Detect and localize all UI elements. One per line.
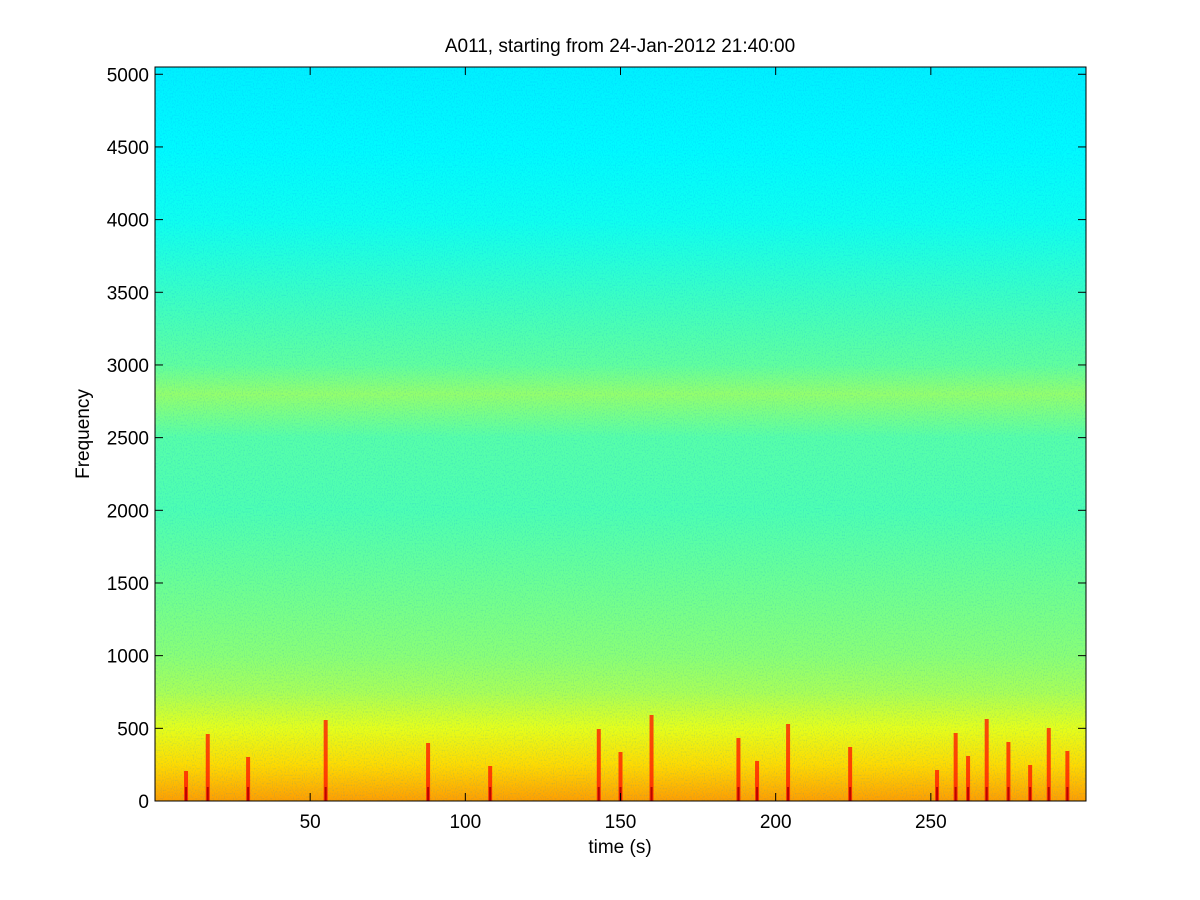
- burst-mark: [848, 747, 853, 801]
- spectrogram-speckle: [155, 67, 1086, 801]
- y-tick-label: 2500: [107, 429, 149, 450]
- burst-mark: [953, 733, 958, 801]
- y-tick-label: 3500: [107, 283, 149, 304]
- x-tick-label: 150: [605, 812, 637, 833]
- y-tick-label: 5000: [107, 65, 149, 86]
- burst-mark: [755, 761, 760, 801]
- burst-core: [967, 787, 970, 801]
- burst-core: [489, 787, 492, 801]
- burst-mark: [426, 743, 431, 801]
- y-tick-label: 2000: [107, 501, 149, 522]
- burst-core: [597, 787, 600, 801]
- y-tick-label: 4500: [107, 138, 149, 159]
- y-tick-label: 0: [138, 792, 149, 813]
- y-tick-label: 3000: [107, 356, 149, 377]
- burst-core: [427, 787, 430, 801]
- burst-core: [787, 787, 790, 801]
- x-tick-label: 100: [449, 812, 481, 833]
- burst-core: [954, 787, 957, 801]
- burst-mark: [966, 756, 971, 801]
- burst-core: [1029, 787, 1032, 801]
- burst-mark: [246, 757, 251, 801]
- y-axis-label: Frequency: [73, 389, 94, 479]
- burst-core: [1066, 787, 1069, 801]
- burst-core: [936, 787, 939, 801]
- burst-mark: [1065, 751, 1070, 801]
- y-tick-label: 500: [117, 719, 149, 740]
- burst-mark: [1046, 728, 1051, 801]
- y-tick-label: 4000: [107, 211, 149, 232]
- burst-mark: [984, 719, 989, 801]
- y-axis: 0 500 1000 1500 2000 2500 3000 3500 4000 4500 5000: [107, 65, 1086, 813]
- burst-mark: [736, 738, 741, 801]
- burst-mark: [323, 720, 328, 801]
- burst-core: [737, 787, 740, 801]
- burst-core: [849, 787, 852, 801]
- plot-area: [155, 67, 1086, 801]
- burst-mark: [1028, 765, 1033, 801]
- x-tick-label: 250: [915, 812, 947, 833]
- burst-core: [324, 787, 327, 801]
- burst-core: [985, 787, 988, 801]
- burst-core: [206, 787, 209, 801]
- burst-mark: [618, 752, 623, 801]
- burst-core: [247, 787, 250, 801]
- burst-core: [756, 787, 759, 801]
- x-tick-label: 200: [760, 812, 792, 833]
- x-axis: 50 100 150 200 250: [300, 67, 947, 833]
- burst-mark: [935, 770, 940, 801]
- y-tick-label: 1000: [107, 647, 149, 668]
- y-tick-label: 1500: [107, 574, 149, 595]
- burst-core: [1047, 787, 1050, 801]
- burst-mark: [488, 766, 493, 801]
- burst-layer: [184, 715, 1070, 801]
- burst-mark: [596, 729, 601, 801]
- x-tick-label: 50: [300, 812, 321, 833]
- burst-mark: [786, 724, 791, 801]
- x-axis-label: time (s): [588, 837, 651, 858]
- burst-mark: [184, 771, 189, 801]
- burst-mark: [205, 734, 210, 801]
- burst-mark: [649, 715, 654, 801]
- burst-core: [185, 787, 188, 801]
- burst-core: [1007, 787, 1010, 801]
- burst-core: [650, 787, 653, 801]
- burst-mark: [1006, 742, 1011, 801]
- chart-title: A011, starting from 24-Jan-2012 21:40:00: [445, 36, 795, 57]
